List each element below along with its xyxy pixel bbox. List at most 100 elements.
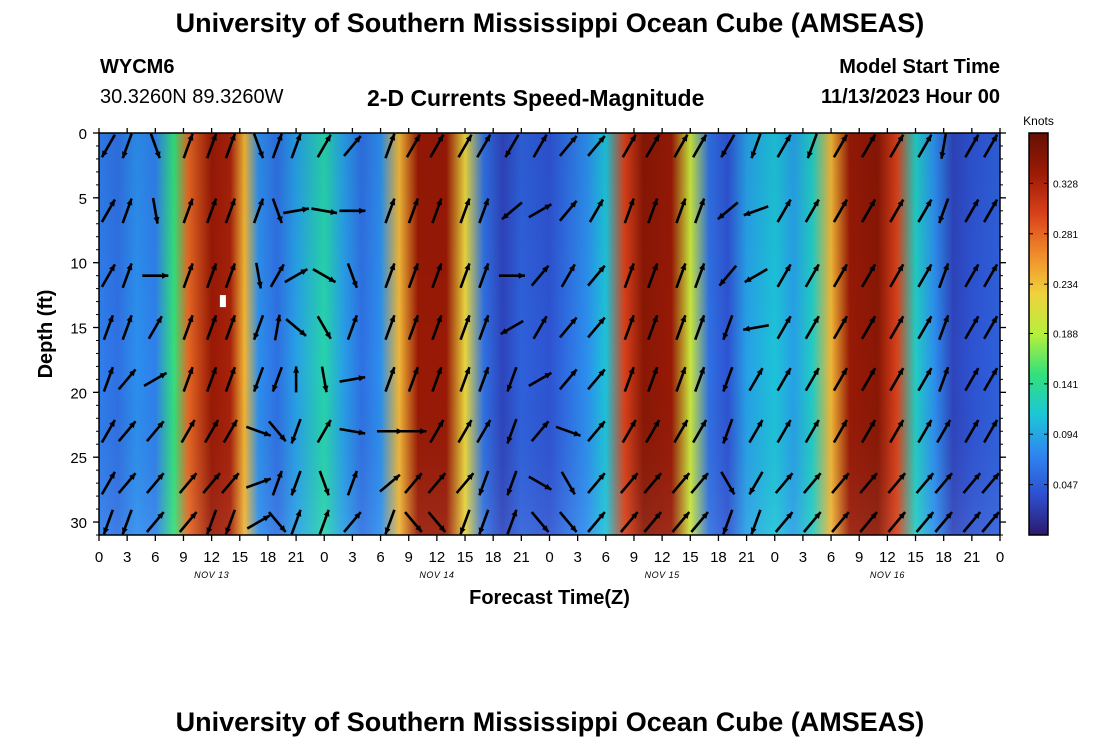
current-vector — [671, 472, 691, 494]
current-vector-head — [897, 316, 904, 324]
current-vector — [427, 472, 447, 494]
current-vector-head — [159, 372, 167, 379]
current-vector — [675, 366, 687, 393]
current-vector — [804, 263, 820, 288]
current-vector-head — [109, 471, 115, 479]
current-vector-head — [680, 367, 687, 375]
current-vector-head — [438, 473, 446, 480]
current-vector — [100, 263, 117, 288]
x-date-label: NOV 15 — [645, 570, 681, 580]
current-vector — [273, 314, 282, 341]
current-vector — [717, 201, 739, 221]
current-vector-head — [841, 134, 847, 142]
current-vector — [293, 366, 300, 393]
current-vector — [478, 470, 490, 496]
current-vector-head — [991, 316, 998, 324]
current-vector-head — [263, 430, 271, 437]
current-vector-head — [869, 316, 876, 324]
current-vector — [530, 511, 550, 533]
current-vector — [693, 262, 706, 289]
current-vector-head — [190, 512, 197, 519]
current-vector — [267, 511, 287, 533]
current-vector — [178, 511, 198, 533]
current-vector-head — [109, 199, 115, 207]
current-vector — [804, 198, 820, 223]
current-vector — [284, 268, 309, 284]
current-vector — [504, 134, 520, 158]
current-vector-head — [126, 315, 133, 323]
current-vector-head — [813, 316, 819, 324]
current-vector-head — [841, 199, 847, 207]
current-vector-head — [299, 329, 307, 336]
current-vector-head — [813, 419, 819, 427]
current-vector — [776, 315, 792, 340]
current-vector — [145, 420, 165, 443]
current-vector — [459, 366, 471, 393]
current-vector-head — [213, 473, 220, 480]
current-vector — [407, 314, 420, 341]
current-vector — [246, 514, 271, 530]
x-tick-label: 18 — [485, 549, 502, 566]
current-vector — [478, 509, 490, 535]
current-vector — [290, 133, 302, 159]
current-vector — [860, 367, 877, 392]
current-vector-head — [153, 216, 160, 224]
current-vector-head — [681, 419, 688, 427]
current-vector — [182, 133, 194, 159]
current-vector-head — [436, 198, 443, 206]
current-vector — [647, 262, 659, 289]
current-vector — [205, 314, 218, 341]
current-vector — [121, 198, 133, 224]
current-vector-head — [542, 265, 549, 273]
current-vector — [346, 470, 359, 496]
current-vector — [981, 472, 1000, 494]
current-vector — [102, 366, 115, 393]
current-vector — [673, 134, 689, 158]
current-vector-head — [278, 264, 284, 272]
current-vector — [290, 418, 302, 444]
current-vector — [376, 428, 403, 435]
current-vector — [431, 366, 443, 393]
current-vector-head — [628, 263, 635, 271]
current-vector-head — [870, 473, 877, 480]
current-vector-head — [231, 419, 237, 427]
current-vector — [205, 509, 218, 535]
current-vector-head — [276, 133, 283, 141]
current-vector — [804, 315, 820, 340]
current-vector-head — [351, 280, 358, 288]
current-vector — [528, 203, 553, 219]
current-vector-head — [279, 434, 286, 442]
current-vector-head — [412, 367, 419, 375]
current-vector — [938, 366, 950, 393]
current-vector-head — [107, 315, 114, 323]
x-tick-label: 21 — [288, 549, 305, 566]
current-vector — [269, 263, 285, 288]
current-vector-head — [743, 325, 750, 332]
x-tick-label: 0 — [996, 549, 1004, 566]
current-vector-head — [211, 263, 217, 271]
current-vector-head — [722, 384, 729, 392]
current-vector — [429, 134, 445, 158]
current-vector-head — [328, 276, 336, 283]
current-vector — [720, 471, 736, 496]
current-vector-head — [436, 263, 443, 271]
current-vector-head — [972, 199, 979, 207]
current-vector-head — [162, 272, 169, 279]
current-vector — [100, 198, 117, 223]
colorbar-tick-label: 0.141 — [1053, 380, 1078, 391]
colorbar-tick-label: 0.094 — [1053, 430, 1078, 441]
current-vector — [221, 472, 240, 494]
current-vector — [316, 315, 332, 340]
current-vector — [478, 314, 490, 341]
current-vector — [311, 207, 338, 215]
current-vector-head — [631, 512, 638, 519]
current-vector — [917, 367, 933, 392]
current-vector-head — [972, 264, 979, 272]
current-vector — [889, 315, 905, 340]
current-vector-head — [784, 134, 791, 142]
current-vector — [982, 419, 999, 444]
current-vector-head — [358, 375, 366, 382]
x-tick-label: 0 — [545, 549, 553, 566]
current-vector-head — [598, 473, 605, 480]
current-vector — [285, 318, 307, 337]
